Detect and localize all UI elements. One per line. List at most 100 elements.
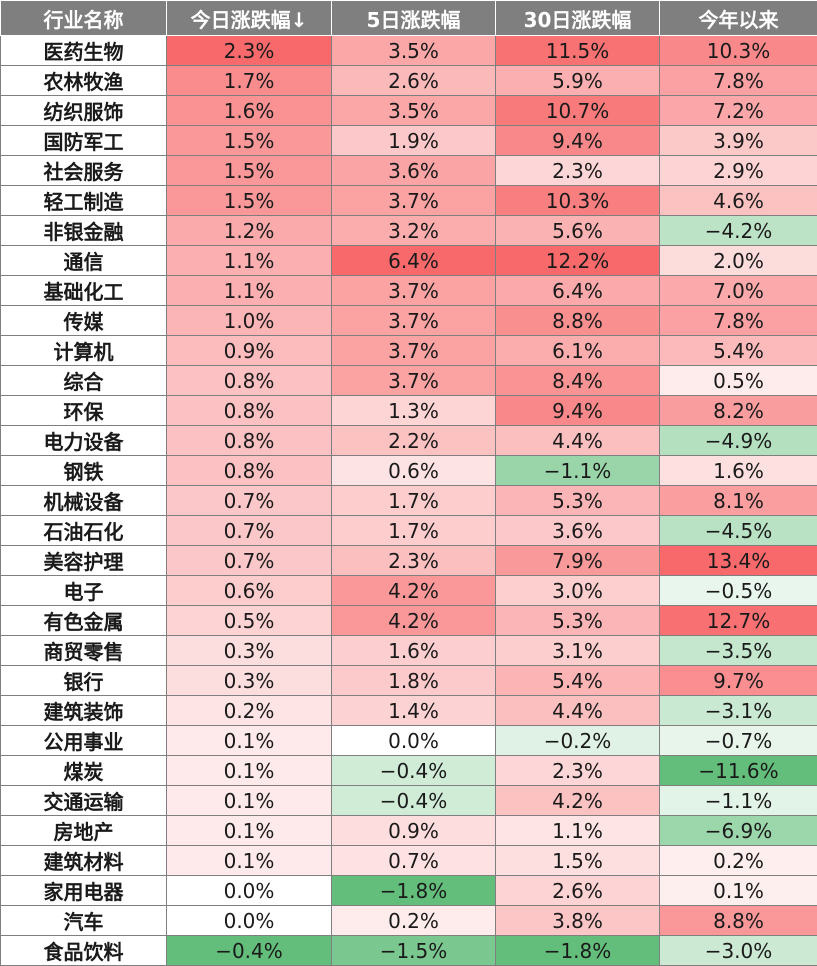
today-change-cell: 0.3% [167,666,332,696]
30day-change-cell: 4.4% [496,696,660,726]
industry-name-cell: 机械设备 [1,486,167,516]
5day-change-cell: 1.8% [332,666,496,696]
5day-change-cell: 1.7% [332,486,496,516]
30day-change-cell: 5.3% [496,486,660,516]
ytd-change-cell: −0.5% [660,576,817,606]
today-change-cell: 0.8% [167,366,332,396]
ytd-change-cell: 2.9% [660,156,817,186]
30day-change-cell: −1.1% [496,456,660,486]
today-change-cell: 1.5% [167,156,332,186]
30day-change-cell: 5.9% [496,66,660,96]
5day-change-cell: 3.7% [332,276,496,306]
industry-name-cell: 家用电器 [1,876,167,906]
ytd-change-cell: 9.7% [660,666,817,696]
30day-change-cell: 8.8% [496,306,660,336]
30day-change-cell: 12.2% [496,246,660,276]
5day-change-cell: 3.7% [332,336,496,366]
5day-change-cell: 6.4% [332,246,496,276]
ytd-change-cell: 0.5% [660,366,817,396]
30day-change-cell: 3.6% [496,516,660,546]
industry-name-cell: 食品饮料 [1,936,167,966]
today-change-cell: 0.7% [167,546,332,576]
30day-change-cell: 4.4% [496,426,660,456]
industry-name-cell: 计算机 [1,336,167,366]
today-change-cell: 0.1% [167,816,332,846]
5day-change-cell: 2.6% [332,66,496,96]
5day-change-cell: 4.2% [332,576,496,606]
30day-change-cell: 9.4% [496,396,660,426]
industry-name-cell: 非银金融 [1,216,167,246]
ytd-change-cell: 8.2% [660,396,817,426]
header-industry[interactable]: 行业名称 [1,1,167,36]
5day-change-cell: 3.5% [332,96,496,126]
header-30day-change[interactable]: 30日涨跌幅 [496,1,660,36]
30day-change-cell: 5.6% [496,216,660,246]
header-5day-change[interactable]: 5日涨跌幅 [332,1,496,36]
today-change-cell: 0.5% [167,606,332,636]
today-change-cell: 0.7% [167,516,332,546]
ytd-change-cell: −4.2% [660,216,817,246]
30day-change-cell: 3.0% [496,576,660,606]
ytd-change-cell: 8.1% [660,486,817,516]
industry-name-cell: 基础化工 [1,276,167,306]
today-change-cell: 1.1% [167,276,332,306]
today-change-cell: 0.7% [167,486,332,516]
industry-name-cell: 医药生物 [1,36,167,66]
today-change-cell: 0.3% [167,636,332,666]
30day-change-cell: −1.8% [496,936,660,966]
ytd-change-cell: −11.6% [660,756,817,786]
industry-name-cell: 国防军工 [1,126,167,156]
5day-change-cell: 1.6% [332,636,496,666]
ytd-change-cell: 1.6% [660,456,817,486]
30day-change-cell: 11.5% [496,36,660,66]
industry-name-cell: 轻工制造 [1,186,167,216]
today-change-cell: 0.1% [167,786,332,816]
industry-name-cell: 传媒 [1,306,167,336]
5day-change-cell: 0.9% [332,816,496,846]
30day-change-cell: 4.2% [496,786,660,816]
industry-name-cell: 交通运输 [1,786,167,816]
5day-change-cell: 1.7% [332,516,496,546]
header-ytd-change[interactable]: 今年以来 [660,1,817,36]
5day-change-cell: 3.2% [332,216,496,246]
5day-change-cell: 1.3% [332,396,496,426]
today-change-cell: 1.1% [167,246,332,276]
ytd-change-cell: 10.3% [660,36,817,66]
5day-change-cell: 1.9% [332,126,496,156]
5day-change-cell: 0.6% [332,456,496,486]
ytd-change-cell: 13.4% [660,546,817,576]
30day-change-cell: 5.4% [496,666,660,696]
industry-name-cell: 纺织服饰 [1,96,167,126]
header-today-change[interactable]: 今日涨跌幅↓ [167,1,332,36]
ytd-change-cell: 7.8% [660,66,817,96]
today-change-cell: 1.6% [167,96,332,126]
ytd-change-cell: −0.7% [660,726,817,756]
header-row: 行业名称 今日涨跌幅↓ 5日涨跌幅 30日涨跌幅 今年以来 [1,1,817,36]
5day-change-cell: 1.4% [332,696,496,726]
industry-name-cell: 环保 [1,396,167,426]
today-change-cell: 0.0% [167,876,332,906]
5day-change-cell: 0.2% [332,906,496,936]
5day-change-cell: 3.6% [332,156,496,186]
today-change-cell: 0.2% [167,696,332,726]
30day-change-cell: 10.7% [496,96,660,126]
ytd-change-cell: 4.6% [660,186,817,216]
ytd-change-cell: 7.0% [660,276,817,306]
